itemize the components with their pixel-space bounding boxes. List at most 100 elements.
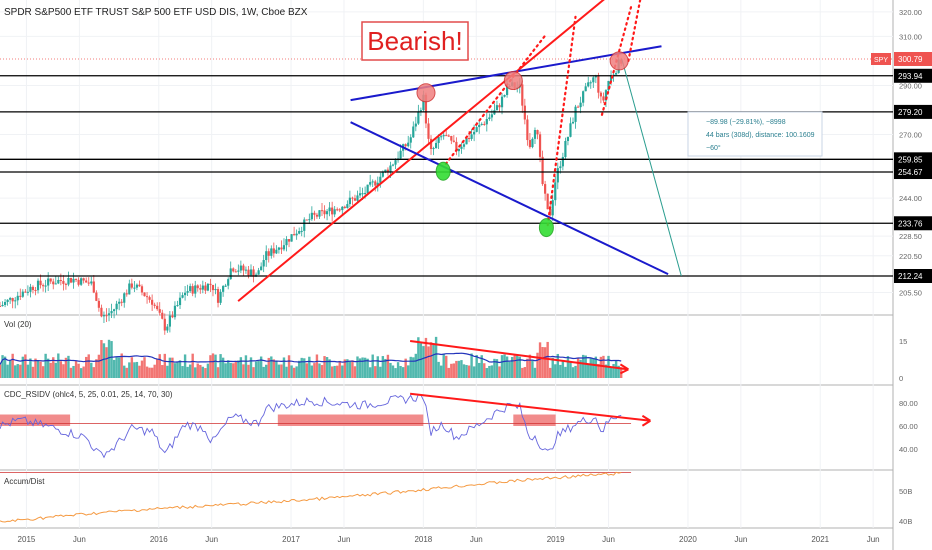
- candle[interactable]: [328, 207, 331, 212]
- candle[interactable]: [320, 210, 324, 212]
- upper-channel-trendline[interactable]: [350, 45, 662, 102]
- candle[interactable]: [305, 219, 308, 221]
- candle[interactable]: [589, 82, 592, 84]
- candle[interactable]: [244, 269, 248, 271]
- candle[interactable]: [120, 301, 123, 303]
- candle[interactable]: [574, 106, 577, 122]
- candle[interactable]: [564, 140, 567, 158]
- candle[interactable]: [29, 286, 32, 292]
- candle[interactable]: [475, 127, 478, 132]
- candle[interactable]: [0, 305, 2, 307]
- candle[interactable]: [417, 111, 420, 124]
- candle[interactable]: [523, 105, 526, 120]
- candle[interactable]: [280, 247, 283, 250]
- candle[interactable]: [92, 281, 95, 293]
- candle[interactable]: [399, 150, 402, 159]
- candle[interactable]: [470, 134, 473, 139]
- price-panel[interactable]: −89.98 (−29.81%), −8998 44 bars (308d), d…: [0, 0, 893, 335]
- accum-dist-panel[interactable]: Accum/Dist: [0, 471, 622, 523]
- candle[interactable]: [348, 197, 351, 205]
- candle[interactable]: [566, 136, 570, 141]
- candle[interactable]: [277, 247, 280, 250]
- candle[interactable]: [561, 157, 564, 167]
- candle[interactable]: [576, 106, 580, 108]
- candle[interactable]: [485, 119, 488, 125]
- candle[interactable]: [536, 130, 539, 135]
- candle[interactable]: [156, 305, 159, 310]
- candle[interactable]: [19, 295, 22, 297]
- candle[interactable]: [391, 164, 395, 166]
- candle[interactable]: [386, 169, 390, 173]
- candle[interactable]: [145, 296, 149, 298]
- candle[interactable]: [323, 210, 326, 215]
- candle[interactable]: [90, 281, 93, 284]
- bottom-marker[interactable]: [435, 161, 451, 181]
- candle[interactable]: [9, 298, 12, 300]
- candle[interactable]: [597, 75, 600, 93]
- candle[interactable]: [556, 168, 559, 183]
- candle[interactable]: [229, 268, 232, 280]
- candle[interactable]: [607, 80, 610, 91]
- candle[interactable]: [376, 182, 379, 186]
- candle[interactable]: [232, 268, 235, 272]
- candle[interactable]: [270, 248, 273, 256]
- candle[interactable]: [432, 148, 435, 150]
- candle[interactable]: [69, 277, 73, 283]
- candle[interactable]: [285, 239, 288, 246]
- candle[interactable]: [204, 285, 207, 291]
- candle[interactable]: [222, 286, 225, 292]
- candle[interactable]: [457, 148, 461, 152]
- candle[interactable]: [85, 280, 88, 283]
- candle[interactable]: [318, 210, 321, 217]
- candle[interactable]: [498, 105, 501, 108]
- bearish-annotation[interactable]: Bearish!: [361, 21, 469, 61]
- candle[interactable]: [450, 136, 453, 141]
- candle[interactable]: [310, 212, 313, 220]
- candle[interactable]: [151, 299, 154, 305]
- top-marker[interactable]: [609, 51, 629, 71]
- candle[interactable]: [366, 184, 369, 193]
- candle[interactable]: [52, 281, 55, 285]
- candle[interactable]: [219, 291, 222, 303]
- candle[interactable]: [546, 193, 549, 210]
- candle[interactable]: [74, 278, 78, 280]
- candle[interactable]: [298, 231, 301, 234]
- candle[interactable]: [394, 160, 397, 165]
- candle[interactable]: [465, 138, 468, 145]
- candle[interactable]: [419, 110, 422, 112]
- top-marker[interactable]: [503, 71, 523, 91]
- candle[interactable]: [16, 295, 19, 301]
- candle[interactable]: [346, 204, 349, 209]
- candle[interactable]: [275, 249, 278, 254]
- candle[interactable]: [166, 326, 169, 331]
- candle[interactable]: [97, 300, 100, 308]
- candle[interactable]: [31, 286, 35, 291]
- candle[interactable]: [234, 271, 237, 273]
- candle[interactable]: [178, 297, 182, 306]
- candle[interactable]: [526, 119, 529, 141]
- candle[interactable]: [64, 283, 68, 285]
- candle[interactable]: [341, 206, 344, 211]
- candle[interactable]: [356, 195, 359, 201]
- candle[interactable]: [143, 292, 146, 297]
- candle[interactable]: [158, 309, 161, 313]
- candle[interactable]: [239, 265, 242, 271]
- candle[interactable]: [478, 124, 481, 128]
- candle[interactable]: [201, 285, 204, 290]
- candle[interactable]: [21, 291, 24, 297]
- candle[interactable]: [100, 307, 103, 317]
- candle[interactable]: [95, 292, 98, 301]
- candle[interactable]: [163, 318, 166, 331]
- candle[interactable]: [569, 123, 572, 137]
- candle[interactable]: [452, 140, 455, 142]
- candle[interactable]: [168, 315, 171, 327]
- candle[interactable]: [429, 138, 433, 149]
- candle[interactable]: [424, 94, 428, 124]
- candle[interactable]: [300, 230, 303, 232]
- candle[interactable]: [80, 278, 83, 285]
- candle[interactable]: [199, 288, 202, 290]
- candle[interactable]: [36, 280, 40, 291]
- candle[interactable]: [584, 86, 587, 92]
- candle[interactable]: [358, 193, 362, 196]
